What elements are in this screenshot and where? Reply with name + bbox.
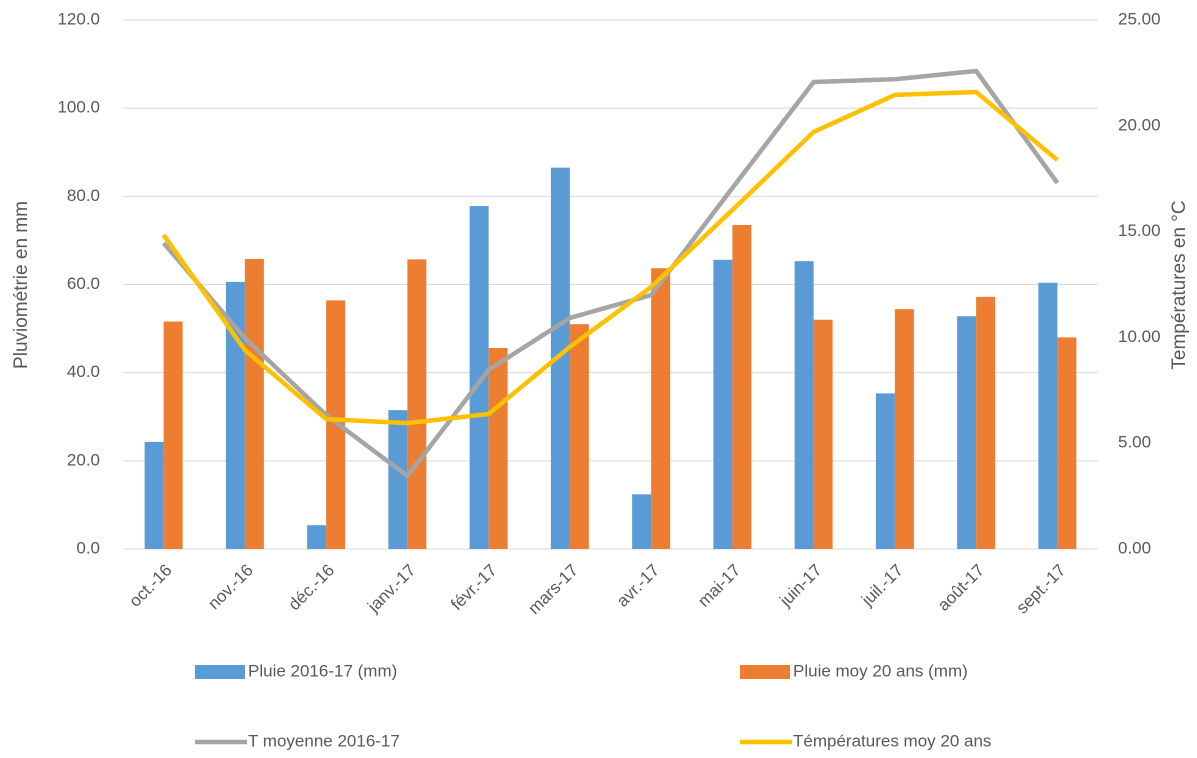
y2-tick-label: 25.00 (1118, 9, 1161, 28)
bar (1057, 337, 1077, 549)
bar (407, 259, 427, 549)
x-tick-label: oct.-16 (125, 561, 175, 611)
bar (144, 441, 164, 549)
legend-label: T moyenne 2016-17 (248, 731, 400, 750)
x-tick-label: sept.-17 (1012, 561, 1069, 618)
x-tick-label: août-17 (934, 561, 988, 615)
bar (488, 347, 508, 549)
legend-label: Témpératures moy 20 ans (793, 731, 991, 750)
bar (244, 258, 264, 549)
y-tick-label: 100.0 (57, 98, 100, 117)
bar (732, 224, 752, 550)
y-tick-label: 60.0 (67, 274, 100, 293)
y-tick-label: 40.0 (67, 362, 100, 381)
bar (957, 316, 977, 549)
bar (813, 319, 833, 549)
x-tick-label: juin-17 (775, 561, 825, 611)
y2-axis-title: Températures en °C (1169, 200, 1190, 369)
bar (976, 296, 996, 549)
y-tick-label: 0.0 (76, 538, 100, 557)
x-tick-label: janv.-17 (363, 561, 419, 617)
x-tick-label: nov.-16 (204, 561, 257, 614)
y2-tick-label: 5.00 (1118, 433, 1151, 452)
y-axis-title: Pluviométrie en mm (11, 201, 32, 369)
y2-tick-label: 0.00 (1118, 538, 1151, 557)
bar (1038, 282, 1058, 549)
x-tick-label: févr.-17 (447, 561, 501, 615)
bar (794, 261, 814, 549)
bar (713, 259, 733, 549)
legend-swatch (195, 665, 245, 679)
bar (550, 167, 570, 549)
bar (388, 410, 408, 549)
bar (225, 281, 245, 549)
bar (651, 268, 671, 549)
bar (875, 393, 895, 549)
bar (163, 321, 183, 549)
x-tick-label: juil.-17 (857, 561, 907, 611)
x-tick-label: mai-17 (694, 561, 744, 611)
line-series (161, 68, 1060, 479)
x-tick-label: avr.-17 (613, 561, 663, 611)
y2-tick-label: 20.00 (1118, 115, 1161, 134)
x-tick-label: déc.-16 (285, 561, 339, 615)
bar (307, 525, 327, 549)
x-tick-label: mars-17 (524, 561, 582, 619)
legend-label: Pluie moy 20 ans (mm) (793, 661, 968, 680)
y-tick-label: 120.0 (57, 9, 100, 28)
bar (894, 309, 914, 549)
y-tick-label: 80.0 (67, 186, 100, 205)
y2-tick-label: 10.00 (1118, 327, 1161, 346)
legend-swatch (740, 665, 790, 679)
y-tick-label: 20.0 (67, 450, 100, 469)
legend-label: Pluie 2016-17 (mm) (248, 661, 397, 680)
bar (569, 324, 589, 549)
bar (469, 206, 489, 549)
bar (632, 494, 652, 549)
y2-tick-label: 15.00 (1118, 221, 1161, 240)
line-series (161, 89, 1059, 426)
